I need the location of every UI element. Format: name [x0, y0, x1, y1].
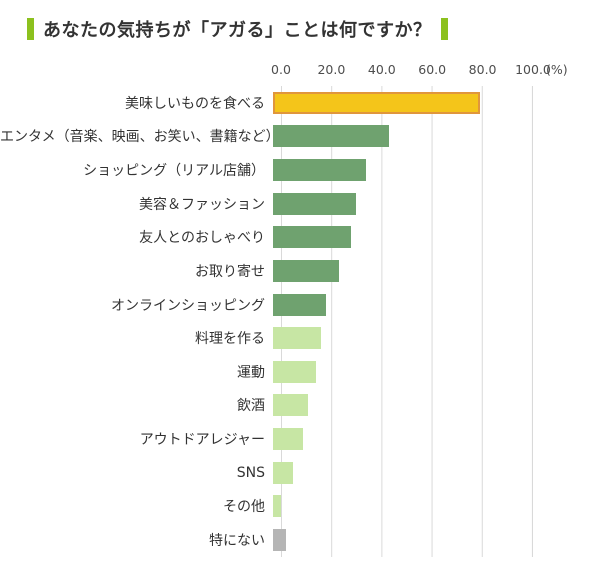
category-label: 美味しいものを食べる	[125, 95, 265, 112]
bar-row: エンタメ（音楽、映画、お笑い、書籍など）	[0, 120, 540, 154]
bar	[273, 293, 326, 316]
bar	[273, 461, 294, 484]
bar	[273, 360, 316, 383]
bar	[273, 428, 304, 451]
bar-row: お取り寄せ	[0, 254, 540, 288]
category-label: 友人とのおしゃべり	[139, 230, 265, 247]
bar	[273, 495, 281, 518]
bar-row: 料理を作る	[0, 321, 540, 355]
category-label: アウトドアレジャー	[139, 432, 265, 449]
bar-track	[273, 192, 525, 215]
bar-row: ショッピング（リアル店舗）	[0, 153, 540, 187]
category-label: その他	[223, 499, 265, 516]
axis-tick-label: 20.0	[317, 62, 346, 77]
bar-row: 美味しいものを食べる	[0, 86, 540, 120]
bar-row: 飲酒	[0, 389, 540, 423]
bar-row: SNS	[0, 456, 540, 490]
bar-track	[273, 91, 525, 114]
category-label: 運動	[237, 364, 265, 381]
bar	[273, 259, 339, 282]
x-axis: (%) 0.0 20.0 40.0 60.0 80.0 100.0	[271, 62, 568, 80]
bar-row: 美容＆ファッション	[0, 187, 540, 221]
chart-title: あなたの気持ちが「アガる」ことは何ですか？	[43, 20, 432, 41]
bar-track	[273, 226, 525, 249]
bar-row: オンラインショッピング	[0, 288, 540, 322]
category-label: エンタメ（音楽、映画、お笑い、書籍など）	[0, 129, 280, 146]
title-accent-left-icon	[27, 18, 34, 40]
axis-tick-label: 0.0	[271, 62, 291, 77]
bar	[273, 528, 286, 551]
bar-track	[273, 159, 525, 182]
bar-row: 友人とのおしゃべり	[0, 221, 540, 255]
title-accent-right-icon	[440, 18, 448, 40]
bar	[273, 159, 367, 182]
bar	[273, 125, 389, 148]
bar-track	[273, 259, 525, 282]
bar	[273, 192, 357, 215]
bar-rows: 美味しいものを食べるエンタメ（音楽、映画、お笑い、書籍など） ショッピング（リアル…	[0, 86, 540, 557]
bar-track	[273, 293, 525, 316]
category-label: 特にない	[209, 532, 265, 549]
chart-title-row: あなたの気持ちが「アガる」ことは何ですか？	[27, 16, 448, 42]
bar-track	[273, 461, 525, 484]
bar-track	[273, 428, 525, 451]
bar	[273, 327, 321, 350]
category-label: ショッピング（リアル店舗）	[83, 163, 265, 180]
bar	[273, 91, 480, 114]
bar-track	[273, 528, 525, 551]
bar-row: 運動	[0, 355, 540, 389]
bar	[273, 226, 352, 249]
axis-tick-label: 40.0	[367, 62, 396, 77]
bar-track	[273, 394, 525, 417]
axis-tick-label: 60.0	[418, 62, 447, 77]
axis-tick-label: 100.0	[515, 62, 551, 77]
bar-track	[273, 125, 525, 148]
bar-row: 特にない	[0, 523, 540, 557]
category-label: 美容＆ファッション	[139, 196, 265, 213]
axis-tick-label: 80.0	[468, 62, 497, 77]
bar-track	[273, 327, 525, 350]
category-label: オンラインショッピング	[111, 297, 265, 314]
bar-row: アウトドアレジャー	[0, 422, 540, 456]
category-label: 料理を作る	[195, 331, 265, 348]
bar-row: その他	[0, 490, 540, 524]
bar-track	[273, 360, 525, 383]
bar	[273, 394, 309, 417]
category-label: お取り寄せ	[195, 263, 265, 280]
axis-unit-label: (%)	[546, 62, 568, 77]
category-label: 飲酒	[237, 398, 265, 415]
bar-track	[273, 495, 525, 518]
category-label: SNS	[236, 464, 265, 481]
